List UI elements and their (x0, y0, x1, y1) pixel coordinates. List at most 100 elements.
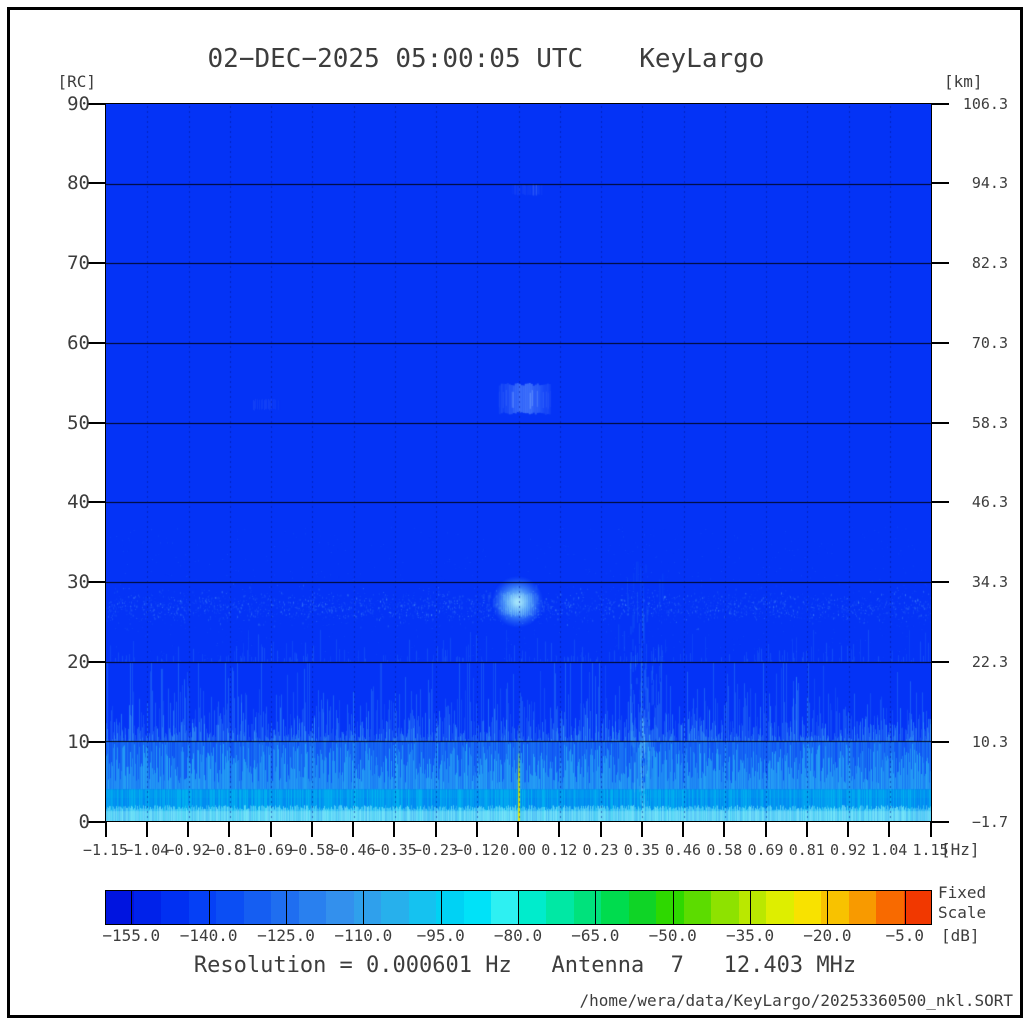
right-axis-tick-label: 70.3 (971, 333, 1008, 352)
right-axis-tick-label: 106.3 (962, 94, 1008, 113)
colorbar-segment (876, 891, 904, 924)
x-axis-tick-label: −1.15 (82, 841, 129, 859)
colorbar-segment (656, 891, 684, 924)
right-axis-tick-label: 22.3 (971, 652, 1008, 671)
x-axis-tickmark (310, 822, 313, 837)
x-axis-tickmark (517, 822, 519, 837)
colorbar-segment (326, 891, 354, 924)
x-axis-tickmark (558, 822, 561, 837)
colorbar-tick-label: −155.0 (102, 926, 161, 945)
scale-mode-line1: Fixed (938, 883, 987, 902)
x-axis-tickmark (352, 822, 354, 837)
colorbar-segment (271, 891, 299, 924)
x-axis-tick-label: 0.00 (499, 841, 537, 859)
colorbar-segment (601, 891, 629, 924)
colorbar-tickline (750, 891, 752, 924)
x-axis-tick-label: −0.69 (247, 841, 294, 859)
file-path: /home/wera/data/KeyLargo/20253360500_nkl… (579, 991, 1013, 1010)
colorbar-segment (133, 891, 161, 924)
colorbar-tick-label: −80.0 (493, 926, 543, 945)
right-axis-tick-label: −1.7 (971, 812, 1008, 831)
colorbar-tickline (518, 891, 519, 924)
colorbar-tick-label: −20.0 (803, 926, 852, 945)
colorbar-segment (298, 891, 326, 924)
plot-title: 02−DEC−2025 05:00:05 UTC KeyLargo (0, 44, 972, 74)
left-axis-tick-label: 30 (67, 571, 90, 594)
right-axis-tickmark (931, 102, 949, 105)
colorbar-segment (573, 891, 601, 924)
x-axis-tick-label: 0.23 (582, 841, 619, 859)
spectrum-plot (105, 103, 932, 822)
x-axis-tick-label: 0.81 (788, 841, 825, 859)
right-axis-tickmark (931, 341, 949, 344)
right-axis-tick-label: 82.3 (971, 254, 1008, 273)
colorbar-segment (518, 891, 546, 924)
left-axis-tick-label: 90 (67, 92, 90, 115)
colorbar-tick-label: −110.0 (334, 926, 393, 945)
left-axis-tickmark (87, 262, 105, 265)
x-axis-tick-label: 0.92 (829, 841, 867, 859)
left-axis-tick-label: 40 (67, 491, 90, 514)
scale-mode-line2: Scale (938, 903, 987, 922)
x-axis-tick-label: −0.35 (371, 841, 417, 859)
left-axis-tickmark (87, 341, 105, 344)
colorbar-tick-label: −65.0 (571, 926, 620, 945)
right-axis-tickmark (931, 182, 949, 185)
colorbar-segment (821, 891, 849, 924)
right-axis-tick-label: 94.3 (971, 174, 1008, 193)
x-axis-tickmark (888, 822, 891, 837)
x-axis-tickmark (682, 822, 684, 837)
colorbar (105, 890, 932, 925)
x-axis-tickmark (805, 822, 808, 837)
colorbar-tick-label: −5.0 (885, 926, 924, 945)
x-axis-tickmark (104, 822, 107, 837)
colorbar-segment (161, 891, 189, 924)
left-axis-tick-label: 0 (78, 810, 90, 833)
colorbar-segment (243, 891, 271, 924)
x-axis-tickmark (228, 822, 231, 837)
x-axis-tickmark (929, 822, 932, 837)
left-axis-tick-label: 50 (67, 411, 90, 434)
title-station: KeyLargo (639, 44, 765, 74)
colorbar-tickline (285, 891, 287, 924)
left-axis-tick-label: 60 (67, 331, 90, 354)
right-axis-tickmark (931, 501, 949, 504)
title-datetime: 02−DEC−2025 05:00:05 UTC (207, 44, 584, 74)
colorbar-tickline (595, 891, 597, 924)
colorbar-segment (188, 891, 216, 924)
colorbar-tickline (827, 891, 829, 924)
x-axis-tickmark (723, 822, 726, 837)
left-axis-unit: [RC] (57, 72, 96, 91)
left-axis-tickmark (87, 501, 105, 504)
x-axis-tick-label: 1.04 (871, 841, 908, 859)
right-axis-unit: [km] (944, 72, 983, 91)
x-axis-tickmark (640, 822, 643, 837)
right-axis-tick-label: 58.3 (971, 413, 1008, 432)
colorbar-tickline (440, 891, 442, 924)
left-axis-tickmark (87, 182, 105, 185)
x-axis-tick-label: 0.69 (747, 841, 784, 859)
right-axis-tickmark (931, 421, 949, 424)
left-axis-tick-label: 10 (67, 730, 90, 753)
x-axis-tick-label: −0.58 (289, 841, 335, 859)
colorbar-tick-label: −35.0 (725, 926, 775, 945)
right-axis-tickmark (931, 820, 949, 823)
left-axis-tickmark (87, 102, 105, 105)
left-axis-tickmark (87, 740, 105, 743)
x-axis-unit: [Hz] (941, 840, 980, 859)
right-axis-tick-label: 34.3 (971, 573, 1008, 592)
x-axis-tickmark (475, 822, 478, 837)
x-axis-tickmark (434, 822, 437, 837)
colorbar-gradient (106, 891, 931, 924)
x-axis-tick-label: 0.35 (623, 841, 660, 859)
x-axis-tick-label: −1.04 (124, 841, 170, 859)
x-axis-tickmark (145, 822, 148, 837)
left-axis-tickmark (87, 660, 105, 663)
x-axis-tick-label: −0.23 (412, 841, 459, 859)
left-axis-tick-label: 70 (67, 252, 90, 275)
colorbar-unit: [dB] (941, 926, 980, 945)
colorbar-segment (711, 891, 739, 924)
colorbar-scale-mode: Fixed Scale (938, 883, 986, 923)
x-axis-tick-label: −0.12 (454, 841, 500, 859)
spectrum-heatmap-canvas (106, 104, 931, 821)
